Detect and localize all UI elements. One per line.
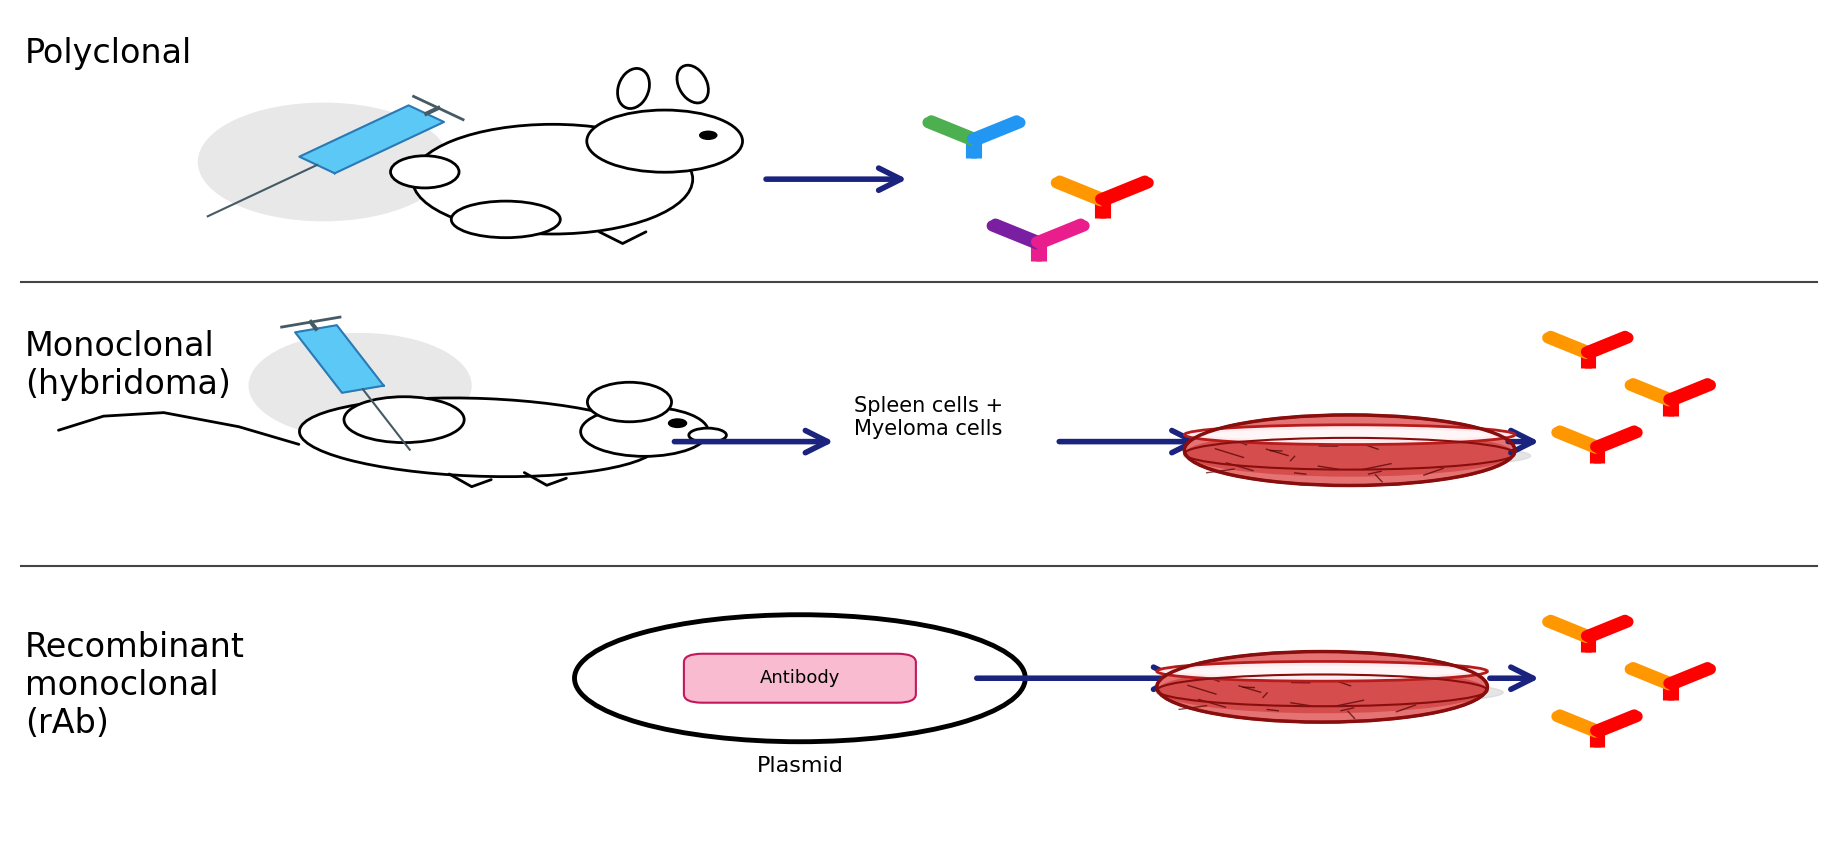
Ellipse shape xyxy=(676,65,708,103)
Ellipse shape xyxy=(1184,430,1515,476)
Circle shape xyxy=(199,103,448,221)
Polygon shape xyxy=(296,326,384,393)
Ellipse shape xyxy=(412,125,693,234)
Ellipse shape xyxy=(1184,425,1515,444)
Text: Antibody: Antibody xyxy=(759,669,840,688)
Ellipse shape xyxy=(1176,666,1467,676)
Ellipse shape xyxy=(300,398,660,476)
Circle shape xyxy=(700,132,717,139)
Ellipse shape xyxy=(344,397,465,443)
Ellipse shape xyxy=(1156,668,1487,714)
Circle shape xyxy=(250,333,471,437)
Ellipse shape xyxy=(452,201,561,237)
Circle shape xyxy=(390,156,460,188)
Polygon shape xyxy=(300,106,445,173)
Circle shape xyxy=(669,419,687,428)
Ellipse shape xyxy=(1184,443,1531,469)
Text: Monoclonal
(hybridoma): Monoclonal (hybridoma) xyxy=(24,330,230,401)
Ellipse shape xyxy=(581,407,708,456)
Text: Plasmid: Plasmid xyxy=(757,756,844,776)
Ellipse shape xyxy=(586,110,743,172)
Text: Polyclonal: Polyclonal xyxy=(24,37,191,70)
Text: Spleen cells +
Myeloma cells: Spleen cells + Myeloma cells xyxy=(853,396,1004,439)
Circle shape xyxy=(588,382,671,422)
Ellipse shape xyxy=(1184,415,1515,486)
Ellipse shape xyxy=(1156,651,1487,722)
Ellipse shape xyxy=(618,68,649,108)
Text: Recombinant
monoclonal
(rAb): Recombinant monoclonal (rAb) xyxy=(24,631,244,740)
Ellipse shape xyxy=(1156,662,1487,682)
FancyBboxPatch shape xyxy=(684,654,915,702)
Ellipse shape xyxy=(1204,430,1494,440)
Ellipse shape xyxy=(689,428,726,443)
Ellipse shape xyxy=(1156,680,1503,705)
